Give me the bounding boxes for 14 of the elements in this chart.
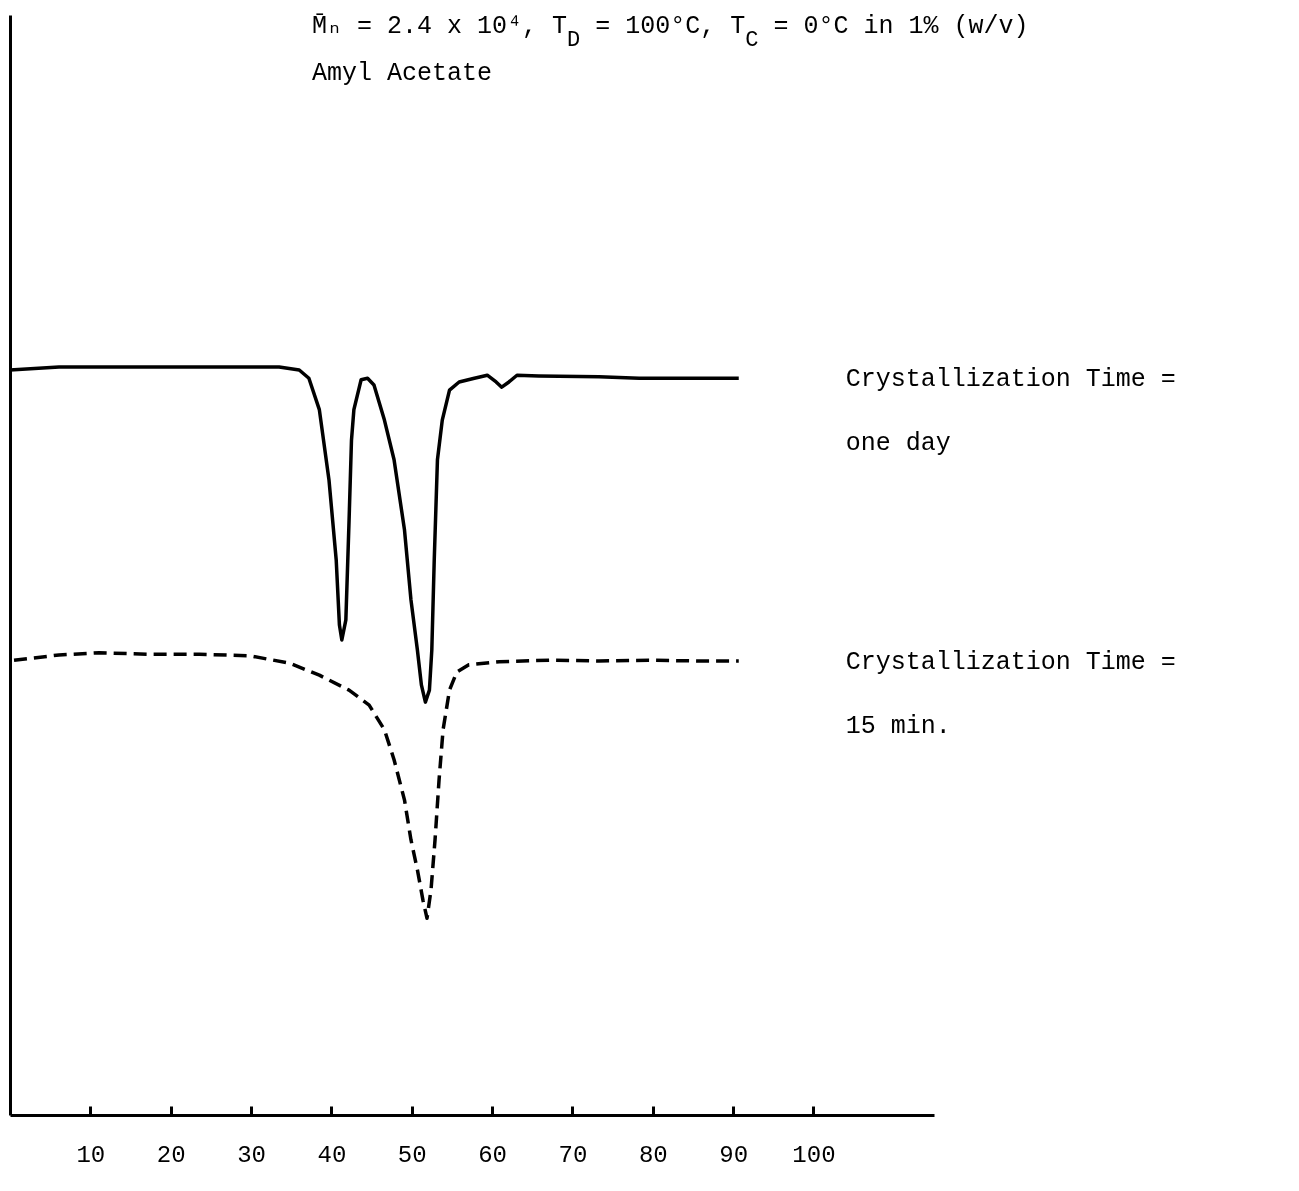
x-tick-label: 40 — [317, 1141, 347, 1169]
x-tick-label: 20 — [156, 1141, 186, 1169]
x-tick-label: 100 — [792, 1141, 836, 1169]
x-tick-label: 90 — [719, 1141, 749, 1169]
x-tick-label: 80 — [638, 1141, 668, 1169]
x-tick-label: 60 — [478, 1141, 507, 1169]
text: Crystallization Time = one day — [845, 365, 1176, 459]
chart-title: M̄ₙ = 2.4 x 10⁴, T$_{D}$ = 100°C, T$_{C}$ = 0°C in 1% (w/v) — [312, 12, 1029, 53]
x-tick-label: 50 — [397, 1141, 427, 1169]
x-tick-label: 30 — [237, 1141, 266, 1169]
chart-subtitle: Amyl Acetate — [312, 59, 493, 88]
text: Crystallization Time = 15 min. — [845, 647, 1176, 741]
x-tick-label: 10 — [76, 1141, 106, 1169]
x-tick-label: 70 — [558, 1141, 588, 1169]
